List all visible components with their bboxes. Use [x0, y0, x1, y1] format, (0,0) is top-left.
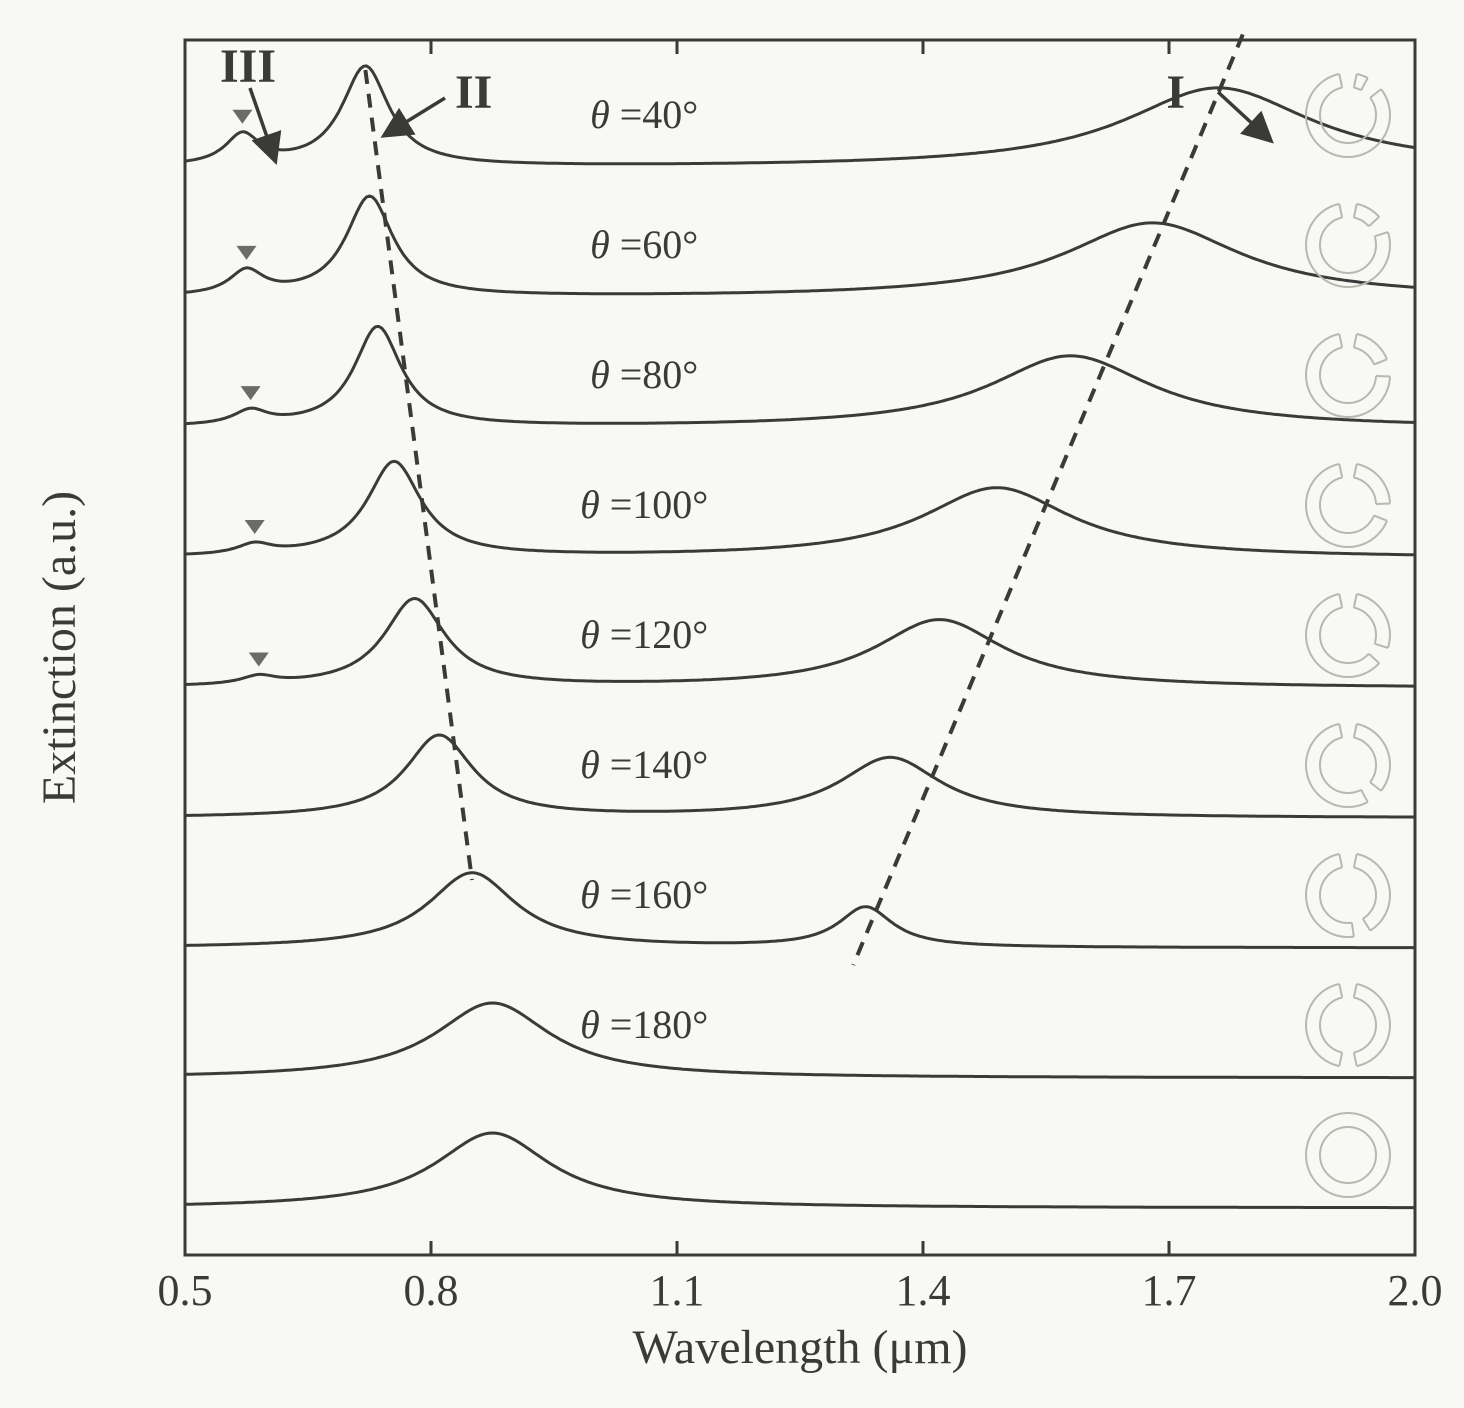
label-II: II	[455, 66, 492, 119]
theta-label: θ =120°	[580, 612, 708, 657]
guide-line-I	[853, 35, 1243, 966]
mode3-marker-icon	[245, 520, 265, 534]
ring-icon	[1306, 853, 1390, 937]
theta-label: θ =40°	[590, 92, 698, 137]
spectrum-curve	[185, 66, 1415, 164]
x-tick-label: 1.7	[1142, 1266, 1197, 1315]
spectrum-curve	[185, 461, 1415, 555]
ring-icon	[1306, 593, 1390, 677]
ring-icon	[1306, 203, 1390, 287]
mode3-marker-icon	[249, 652, 269, 666]
ring-icon	[1306, 983, 1390, 1067]
theta-label: θ =180°	[580, 1002, 708, 1047]
spectrum-curve	[185, 599, 1415, 687]
mode3-marker-icon	[237, 246, 257, 260]
theta-label: θ =80°	[590, 352, 698, 397]
ring-icon	[1306, 333, 1390, 417]
y-axis-label: Extinction (a.u.)	[33, 491, 86, 804]
plot-area	[185, 40, 1415, 1255]
theta-label: θ =140°	[580, 742, 708, 787]
theta-label: θ =100°	[580, 482, 708, 527]
label-III: III	[220, 40, 276, 93]
ring-icon	[1306, 723, 1390, 807]
extinction-spectra-chart: 0.5 0.8 1.1 1.4 1.7 2.0 Wavelength (μm) Extinct…	[0, 0, 1464, 1408]
theta-label: θ =160°	[580, 872, 708, 917]
x-axis-label: Wavelength (μm)	[632, 1321, 967, 1374]
ring-icon	[1306, 73, 1390, 157]
x-tick-label: 0.5	[158, 1266, 213, 1315]
mode3-marker-icon	[232, 110, 252, 124]
spectrum-curve	[185, 873, 1415, 948]
x-tick-label: 1.4	[896, 1266, 951, 1315]
theta-label: θ =60°	[590, 222, 698, 267]
spectrum-curve	[185, 1133, 1415, 1208]
x-tick-label: 0.8	[404, 1266, 459, 1315]
ring-icon	[1306, 463, 1390, 547]
x-tick-label: 2.0	[1388, 1266, 1443, 1315]
x-tick-label: 1.1	[650, 1266, 705, 1315]
spectrum-curve	[185, 196, 1415, 294]
mode3-marker-icon	[241, 386, 261, 400]
label-I: I	[1166, 66, 1185, 119]
spectrum-curve	[185, 1003, 1415, 1078]
arrow-III-icon	[250, 88, 275, 160]
spectrum-curve	[185, 326, 1415, 423]
spectrum-curve	[185, 735, 1415, 817]
ring-icon	[1306, 1113, 1390, 1197]
